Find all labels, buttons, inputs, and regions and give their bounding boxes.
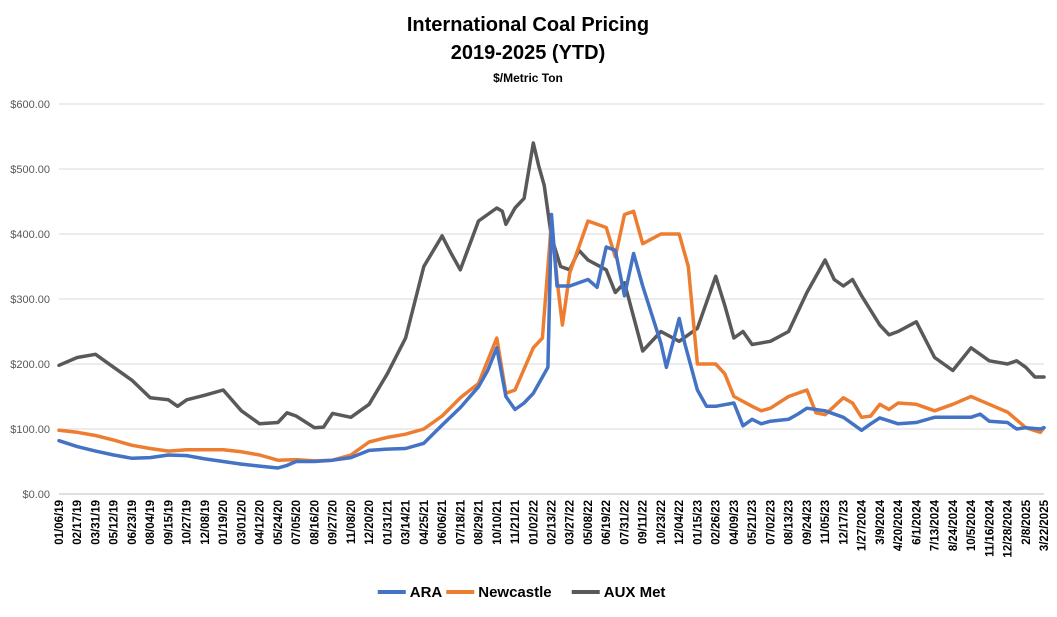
x-tick-label: 4/20/2024 xyxy=(893,499,905,551)
x-tick-label: 11/21/21 xyxy=(510,499,522,544)
x-tick-label: 08/04/19 xyxy=(145,500,157,545)
x-tick-label: 07/02/23 xyxy=(765,500,777,545)
x-tick-label: 12/04/22 xyxy=(674,500,686,545)
x-tick-label: 02/17/19 xyxy=(72,500,84,545)
x-tick-label: 02/13/22 xyxy=(547,500,559,545)
x-tick-label: 04/12/20 xyxy=(255,500,267,545)
x-tick-label: 03/01/20 xyxy=(236,500,248,545)
x-tick-label: 06/23/19 xyxy=(127,500,139,545)
x-tick-label: 11/16/2024 xyxy=(984,499,996,557)
x-tick-label: 02/26/23 xyxy=(711,500,723,545)
legend-label: Newcastle xyxy=(478,584,551,601)
x-tick-label: 08/13/23 xyxy=(784,500,796,545)
x-tick-label: 12/17/23 xyxy=(838,500,850,545)
x-tick-label: 07/18/21 xyxy=(455,499,467,544)
x-tick-label: 09/11/22 xyxy=(638,500,650,544)
x-tick-label: 1/27/2024 xyxy=(857,499,869,551)
x-tick-label: 3/9/2024 xyxy=(875,499,887,544)
y-axis-ticks: $0.00 $100.00 $200.00 $300.00 $400.00 $500.00… xyxy=(10,99,50,501)
x-axis-ticks: 01/06/19 02/17/19 03/31/19 05/12/19 06/23/19… xyxy=(54,499,1051,557)
x-tick-label: 10/23/22 xyxy=(656,500,668,545)
x-tick-label: 2/8/2025 xyxy=(1021,499,1033,544)
legend: ARA Newcastle AUX Met xyxy=(377,584,666,601)
x-tick-label: 06/06/21 xyxy=(437,499,449,544)
x-tick-label: 6/1/2024 xyxy=(911,499,923,544)
x-tick-label: 09/15/19 xyxy=(163,500,175,545)
x-tick-label: 05/08/22 xyxy=(583,500,595,545)
x-tick-label: 09/24/23 xyxy=(802,500,814,545)
y-tick-label: $0.00 xyxy=(22,489,50,501)
series-line-newcastle xyxy=(57,209,1046,463)
x-tick-label: 07/05/20 xyxy=(291,500,303,545)
x-tick-label: 05/24/20 xyxy=(273,500,285,545)
gridlines xyxy=(59,103,1044,495)
x-tick-label: 04/25/21 xyxy=(419,499,431,544)
y-tick-label: $100.00 xyxy=(10,424,50,436)
x-tick-label: 10/10/21 xyxy=(492,499,504,544)
x-tick-label: 01/19/20 xyxy=(218,500,230,545)
x-tick-label: 01/02/22 xyxy=(528,500,540,545)
x-tick-label: 05/21/23 xyxy=(747,500,759,545)
x-tick-label: 12/28/2024 xyxy=(1003,499,1015,557)
y-tick-label: $600.00 xyxy=(10,99,50,111)
x-tick-label: 12/08/19 xyxy=(200,500,212,545)
y-tick-label: $500.00 xyxy=(10,164,50,176)
x-tick-label: 09/27/20 xyxy=(328,500,340,545)
y-tick-label: $300.00 xyxy=(10,294,50,306)
x-tick-label: 05/12/19 xyxy=(109,500,121,545)
x-tick-label: 03/14/21 xyxy=(401,499,413,544)
series-lines xyxy=(57,141,1046,470)
x-tick-label: 3/22/2025 xyxy=(1039,499,1051,551)
x-tick-label: 08/16/20 xyxy=(309,500,321,545)
legend-label: ARA xyxy=(410,584,443,601)
x-tick-label: 12/20/20 xyxy=(364,500,376,545)
x-tick-label: 03/31/19 xyxy=(90,500,102,545)
x-tick-label: 06/19/22 xyxy=(601,500,613,545)
x-tick-label: 01/15/23 xyxy=(692,500,704,545)
chart-title: International Coal Pricing xyxy=(407,14,649,36)
x-tick-label: 8/24/2024 xyxy=(948,499,960,551)
chart-units: $/Metric Ton xyxy=(493,71,563,85)
x-tick-label: 11/05/23 xyxy=(820,500,832,544)
x-tick-label: 7/13/2024 xyxy=(930,499,942,551)
x-tick-label: 01/31/21 xyxy=(382,499,394,544)
y-tick-label: $400.00 xyxy=(10,229,50,241)
x-tick-label: 03/27/22 xyxy=(565,500,577,545)
x-tick-label: 11/08/20 xyxy=(346,500,358,544)
legend-label: AUX Met xyxy=(604,584,666,601)
x-tick-label: 04/09/23 xyxy=(729,500,741,545)
chart-subtitle: 2019-2025 (YTD) xyxy=(451,42,606,64)
x-tick-label: 10/5/2024 xyxy=(966,499,978,551)
series-line-ara xyxy=(57,212,1046,470)
y-tick-label: $200.00 xyxy=(10,359,50,371)
x-tick-label: 10/27/19 xyxy=(182,500,194,545)
x-tick-label: 07/31/22 xyxy=(619,500,631,545)
x-tick-label: 01/06/19 xyxy=(54,500,66,545)
x-tick-label: 08/29/21 xyxy=(474,499,486,544)
